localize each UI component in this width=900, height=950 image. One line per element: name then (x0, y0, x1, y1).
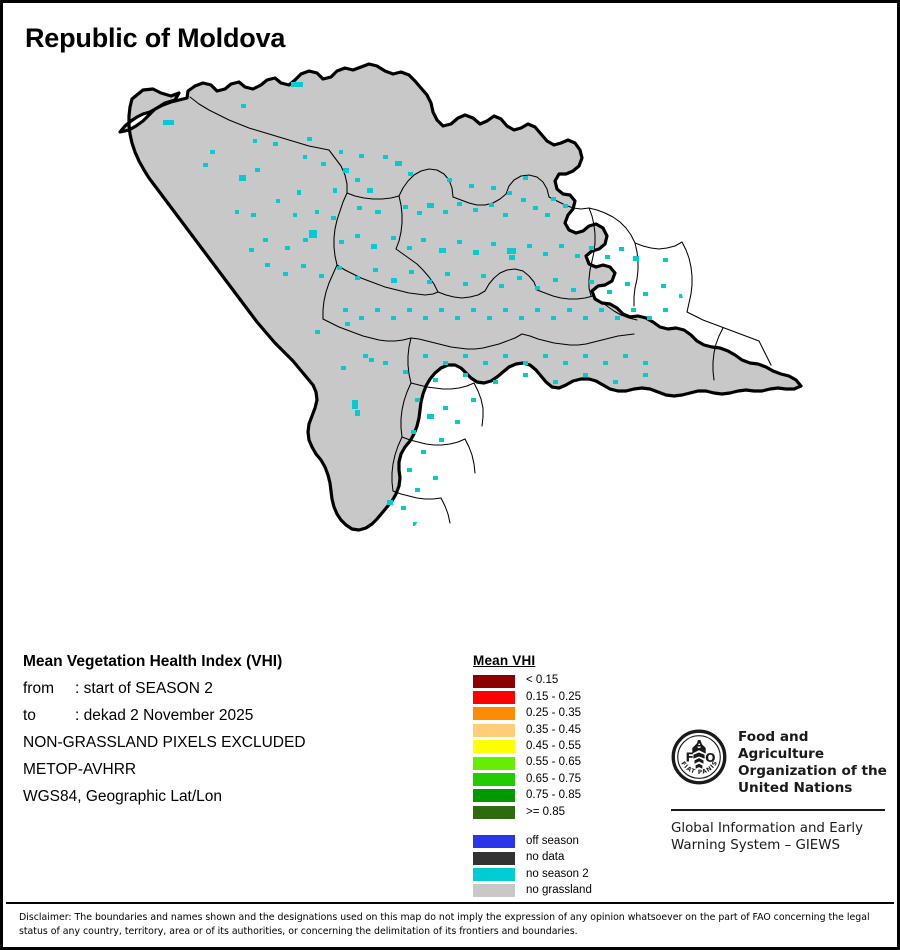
info-heading: Mean Vegetation Health Index (VHI) (23, 653, 283, 670)
country-shape (118, 62, 803, 532)
legend-class-label: 0.65 - 0.75 (526, 772, 581, 785)
info-line-projection: WGS84, Geographic Lat/Lon (23, 788, 223, 805)
legend-class-label: 0.75 - 0.85 (526, 789, 581, 802)
fao-org-line-1: Food and Agriculture (738, 729, 825, 763)
legend-class-row[interactable]: 0.55 - 0.65 (473, 755, 653, 771)
legend-special-row[interactable]: no season 2 (473, 866, 653, 882)
disclaimer-divider (6, 902, 894, 904)
legend-special-label: off season (526, 834, 579, 847)
legend-spacer (473, 821, 653, 834)
legend-class-swatch (473, 674, 515, 688)
giews-line-1: Global Information and Early (671, 820, 864, 836)
legend-title: Mean VHI (473, 653, 536, 668)
legend-special-list: off season no data no season 2 no grassland (473, 834, 653, 900)
map-info-block: Mean Vegetation Health Index (VHI) from … (23, 653, 443, 815)
map-canvas[interactable] (3, 58, 897, 638)
fao-divider (671, 808, 885, 811)
legend-special-swatch (473, 835, 515, 849)
no-season2-pixels (163, 82, 687, 532)
legend-class-label: < 0.15 (526, 674, 559, 687)
legend-special-label: no data (526, 851, 565, 864)
moldova-country-polygon (118, 62, 803, 532)
legend-class-row[interactable]: 0.15 - 0.25 (473, 689, 653, 705)
disclaimer-text: Disclaimer: The boundaries and names sho… (19, 912, 870, 937)
legend-class-row[interactable]: 0.25 - 0.35 (473, 706, 653, 722)
legend-class-swatch (473, 773, 515, 787)
info-row-from: from : start of SEASON 2 (23, 680, 443, 698)
legend-special-swatch (473, 884, 515, 898)
legend-class-label: 0.45 - 0.55 (526, 740, 581, 752)
legend-class-list: < 0.15 0.15 - 0.25 0.25 - 0.35 0.35 - 0.45 0… (473, 673, 653, 821)
legend-class-label: 0.25 - 0.35 (526, 707, 581, 720)
from-label: from (23, 680, 54, 697)
legend-special-row[interactable]: off season (473, 834, 653, 850)
giews-name: Global Information and Early Warning Sys… (671, 820, 887, 856)
to-label: to (23, 707, 36, 724)
district-boundaries (189, 96, 772, 524)
legend-class-swatch (473, 707, 515, 721)
legend-class-row[interactable]: 0.35 - 0.45 (473, 722, 653, 738)
legend-class-label: >= 0.85 (526, 805, 566, 818)
fao-branding-block: F A O FIAT PANIS Food and Agriculture Or… (671, 729, 887, 855)
info-line-sensor: METOP-AVHRR (23, 761, 137, 778)
fao-logo-icon: F A O FIAT PANIS (671, 729, 727, 785)
from-value: : start of SEASON 2 (75, 680, 213, 697)
svg-text:A: A (695, 738, 704, 751)
legend-special-label: no season 2 (526, 867, 589, 880)
svg-text:O: O (705, 751, 715, 765)
giews-line-2: Warning System – GIEWS (671, 838, 840, 854)
fao-organization-name: Food and Agriculture Organization of the… (738, 729, 887, 798)
fao-org-line-3: United Nations (738, 780, 853, 797)
legend-class-label: 0.15 - 0.25 (526, 690, 581, 703)
legend-class-swatch (473, 691, 515, 705)
legend-class-swatch (473, 789, 515, 803)
legend-class-swatch (473, 740, 515, 754)
legend-class-swatch (473, 805, 515, 819)
info-row-to: to : dekad 2 November 2025 (23, 707, 443, 725)
legend-special-swatch (473, 851, 515, 865)
legend-special-row[interactable]: no grassland (473, 883, 653, 899)
legend-special-label: no grassland (526, 884, 592, 897)
info-line-pixels-excluded: NON-GRASSLAND PIXELS EXCLUDED (23, 734, 306, 751)
svg-text:F: F (686, 750, 694, 764)
fao-header: F A O FIAT PANIS Food and Agriculture Or… (671, 729, 887, 798)
legend-class-swatch (473, 723, 515, 737)
legend-class-row[interactable]: 0.45 - 0.55 (473, 739, 653, 755)
map-legend: Mean VHI < 0.15 0.15 - 0.25 0.25 - 0.35 0.3… (473, 653, 653, 899)
legend-special-swatch (473, 867, 515, 881)
legend-class-row[interactable]: 0.75 - 0.85 (473, 788, 653, 804)
page-title: Republic of Moldova (25, 23, 286, 53)
legend-class-label: 0.55 - 0.65 (526, 756, 581, 769)
legend-class-swatch (473, 756, 515, 770)
to-value: : dekad 2 November 2025 (75, 707, 254, 724)
legend-class-row[interactable]: < 0.15 (473, 673, 653, 689)
fao-org-line-2: Organization of the (738, 763, 887, 780)
legend-class-label: 0.35 - 0.45 (526, 723, 581, 736)
legend-class-row[interactable]: 0.65 - 0.75 (473, 771, 653, 787)
legend-special-row[interactable]: no data (473, 850, 653, 866)
legend-class-row[interactable]: >= 0.85 (473, 804, 653, 820)
